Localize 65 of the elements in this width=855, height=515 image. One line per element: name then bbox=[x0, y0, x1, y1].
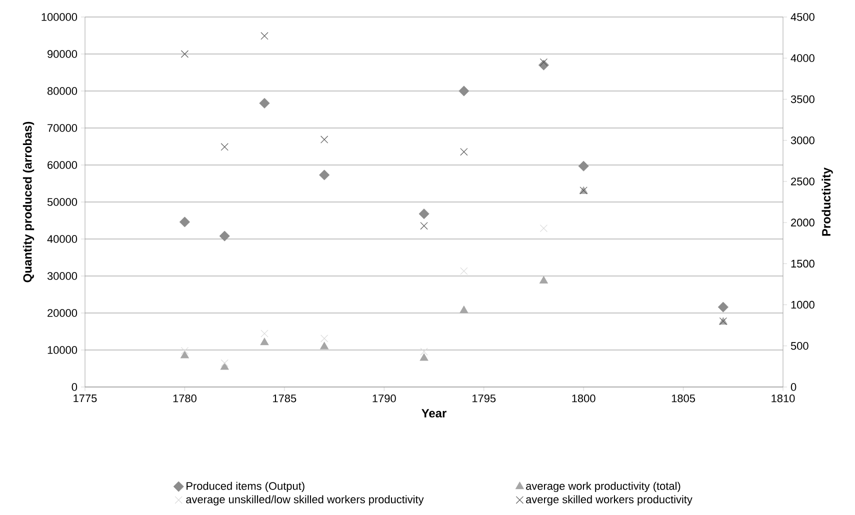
y-tick-label: 80000 bbox=[47, 87, 78, 95]
point bbox=[180, 347, 189, 355]
x-tick-label: 1800 bbox=[572, 394, 596, 402]
x-tick-label: 1795 bbox=[472, 394, 496, 402]
x-tick-label: 1805 bbox=[672, 394, 696, 402]
point bbox=[460, 306, 468, 314]
point bbox=[540, 58, 548, 66]
point bbox=[260, 330, 268, 338]
y-tick-label: 0 bbox=[72, 383, 78, 391]
point bbox=[179, 216, 190, 228]
point bbox=[420, 222, 428, 230]
point bbox=[420, 353, 428, 361]
y2-tick-label: 3500 bbox=[790, 95, 814, 104]
point bbox=[458, 86, 470, 96]
point bbox=[220, 359, 228, 367]
legend-label: average unskilled/low skilled workers productivity bbox=[186, 495, 424, 506]
y-tick-label: 30000 bbox=[47, 272, 78, 280]
point bbox=[320, 334, 328, 342]
x-tick-label: 1790 bbox=[372, 394, 396, 402]
point bbox=[320, 342, 329, 350]
y-tick-label: 100000 bbox=[42, 13, 78, 21]
x-tick-label: 1785 bbox=[273, 394, 296, 402]
y2-tick-label: 4500 bbox=[790, 13, 814, 21]
y-tick-label: 90000 bbox=[48, 50, 78, 58]
point bbox=[319, 170, 330, 180]
point bbox=[180, 350, 189, 358]
x-axis-title: Year bbox=[422, 409, 446, 418]
x-tick-label: 1810 bbox=[772, 394, 795, 402]
y-tick-label: 70000 bbox=[48, 124, 78, 132]
y-tick-label: 50000 bbox=[47, 198, 78, 206]
point bbox=[540, 224, 548, 232]
point bbox=[540, 276, 548, 284]
y2-tick-label: 3000 bbox=[790, 136, 814, 144]
point bbox=[420, 348, 428, 356]
point bbox=[578, 160, 589, 172]
x-tick-label: 1775 bbox=[74, 394, 97, 402]
y-tick-label: 20000 bbox=[48, 309, 78, 317]
point bbox=[260, 338, 269, 346]
y2-tick-label: 2000 bbox=[791, 218, 814, 226]
point bbox=[718, 302, 728, 312]
y-tick-label: 10000 bbox=[48, 346, 78, 354]
x-tick-label: 1780 bbox=[173, 394, 196, 402]
y2-tick-label: 2500 bbox=[791, 178, 814, 186]
point bbox=[460, 148, 468, 156]
y2-tick-label: 4000 bbox=[790, 54, 814, 62]
legend-label: averge skilled workers productivity bbox=[526, 495, 692, 506]
point bbox=[320, 136, 328, 144]
y2-tick-label: 500 bbox=[790, 342, 808, 350]
point bbox=[259, 98, 270, 108]
y-axis-title: Quantity produced (arrobas) bbox=[22, 122, 34, 282]
point bbox=[460, 267, 468, 275]
y-tick-label: 40000 bbox=[47, 235, 78, 243]
y2-tick-label: 1500 bbox=[791, 260, 814, 268]
point bbox=[180, 50, 189, 58]
legend-label: Produced items (Output) bbox=[186, 482, 304, 492]
legend-label: average work productivity (total) bbox=[526, 482, 680, 492]
point bbox=[219, 230, 230, 242]
y-tick-label: 60000 bbox=[48, 161, 78, 169]
y2-tick-label: 1000 bbox=[791, 300, 814, 309]
point bbox=[220, 143, 228, 151]
point bbox=[418, 208, 430, 220]
y2-axis-title: Productivity bbox=[822, 168, 833, 236]
point bbox=[220, 362, 229, 370]
y2-tick-label: 0 bbox=[790, 383, 796, 391]
point bbox=[260, 32, 268, 40]
